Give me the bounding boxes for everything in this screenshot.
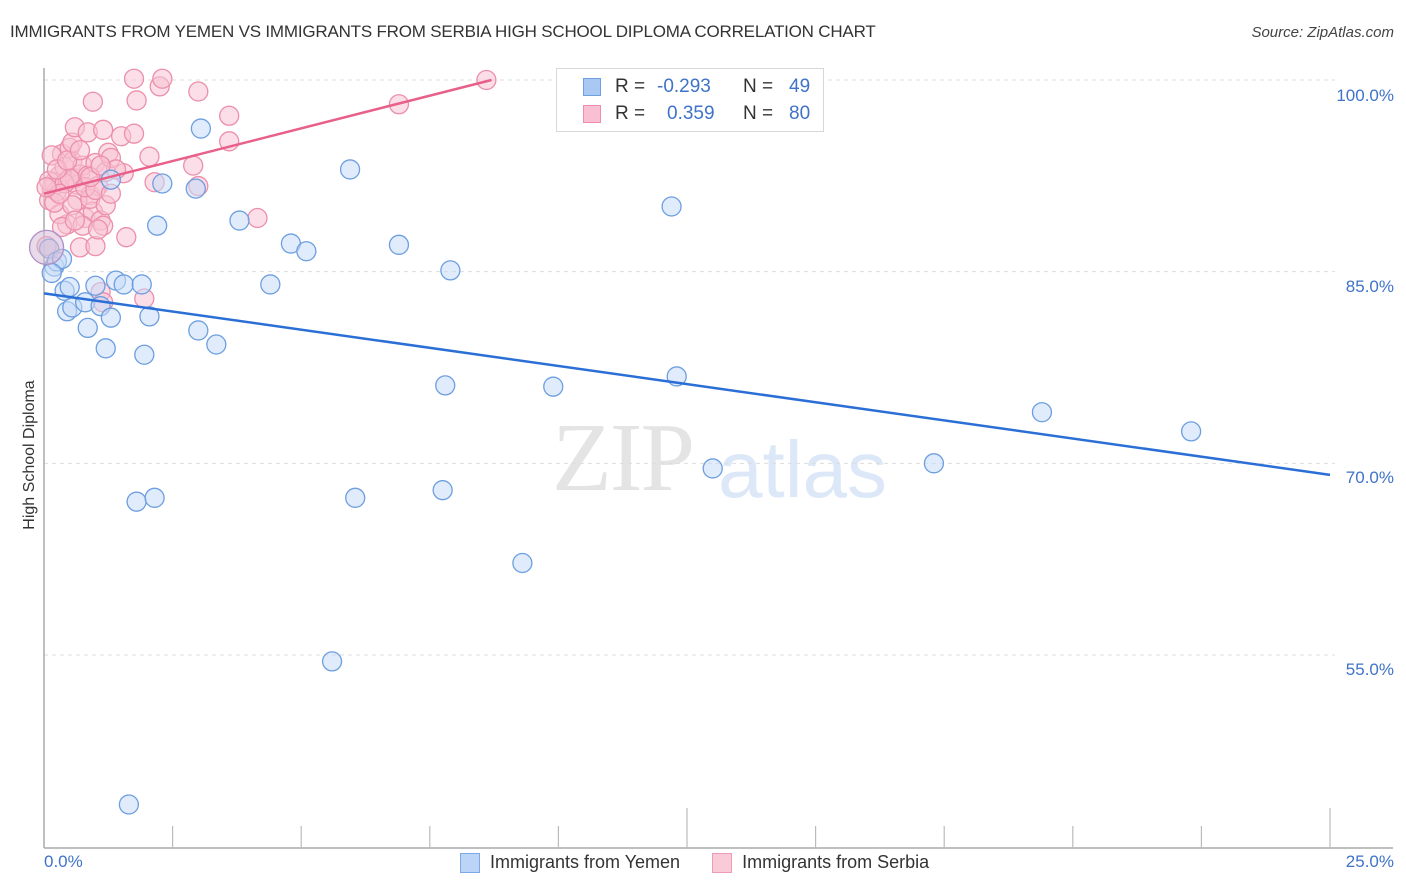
y-tick-85: 85.0% xyxy=(1345,277,1394,296)
axes xyxy=(43,68,1393,849)
data-point xyxy=(85,235,106,257)
data-point xyxy=(139,146,160,167)
data-point xyxy=(69,140,91,161)
data-point xyxy=(702,458,723,479)
legend-row-yemen: R = -0.293 N = 49 xyxy=(583,75,810,99)
data-point xyxy=(134,344,155,365)
n-label: N = xyxy=(743,76,774,97)
data-point xyxy=(144,487,165,508)
legend-item-yemen[interactable]: Immigrants from Yemen xyxy=(460,852,680,873)
x-tick-25: 25.0% xyxy=(1345,852,1394,871)
data-point xyxy=(123,68,145,89)
r-value: -0.293 xyxy=(657,76,711,97)
data-point xyxy=(188,81,209,102)
data-point xyxy=(95,338,116,359)
watermark-atlas: atlas xyxy=(718,425,887,514)
data-point xyxy=(183,155,204,176)
source-label: Source: ZipAtlas.com xyxy=(1251,24,1394,41)
data-point xyxy=(87,219,109,240)
yemen-legend-swatch-icon xyxy=(460,852,480,873)
correlation-legend: R = -0.293 N = 49 R = 0.359 N = 80 xyxy=(556,68,824,132)
y-tick-55: 55.0% xyxy=(1345,660,1394,679)
data-point xyxy=(432,480,453,501)
data-point xyxy=(93,119,114,140)
y-tick-70: 70.0% xyxy=(1345,468,1394,487)
n-value: 49 xyxy=(789,76,811,97)
chart-title: IMMIGRANTS FROM YEMEN VS IMMIGRANTS FROM… xyxy=(10,22,876,41)
legend-label-yemen: Immigrants from Yemen xyxy=(490,852,681,872)
data-point xyxy=(64,210,86,231)
data-point xyxy=(188,320,209,341)
data-point xyxy=(661,196,682,217)
data-point xyxy=(152,173,173,194)
data-point xyxy=(152,68,173,89)
r-label: R = xyxy=(615,103,646,124)
data-point xyxy=(123,123,145,144)
data-point xyxy=(435,375,456,396)
data-point xyxy=(440,260,461,281)
data-point xyxy=(116,227,137,248)
n-value: 80 xyxy=(789,103,811,124)
data-point xyxy=(512,552,533,574)
trend-lines xyxy=(43,78,1331,477)
gridlines xyxy=(44,79,1335,656)
n-label: N = xyxy=(743,103,774,124)
y-tick-100: 100.0% xyxy=(1336,86,1394,105)
serbia-swatch-icon xyxy=(583,105,601,123)
data-point xyxy=(1031,402,1053,423)
data-point xyxy=(1180,421,1202,442)
data-point xyxy=(100,307,122,328)
series-legend: Immigrants from Yemen Immigrants from Se… xyxy=(460,852,961,873)
data-point xyxy=(82,91,104,112)
data-point xyxy=(126,491,147,512)
data-point xyxy=(219,105,240,126)
yemen-swatch-icon xyxy=(583,78,601,96)
yemen-points xyxy=(28,118,1202,815)
data-point xyxy=(388,234,410,255)
data-point xyxy=(185,178,206,199)
data-point xyxy=(118,794,140,815)
data-point xyxy=(476,69,497,91)
data-point xyxy=(77,317,98,339)
legend-item-serbia[interactable]: Immigrants from Serbia xyxy=(712,852,929,873)
x-tick-0: 0.0% xyxy=(44,852,83,871)
legend-label-serbia: Immigrants from Serbia xyxy=(742,852,930,872)
y-axis-label: High School Diploma xyxy=(21,380,38,530)
data-point xyxy=(345,487,366,508)
data-point xyxy=(85,275,106,296)
data-point xyxy=(206,334,227,355)
data-point xyxy=(90,155,111,176)
data-point xyxy=(131,274,152,295)
legend-row-serbia: R = 0.359 N = 80 xyxy=(583,102,810,126)
data-point xyxy=(260,274,281,295)
data-point xyxy=(923,453,945,474)
data-point xyxy=(247,207,268,229)
data-point xyxy=(190,118,212,139)
watermark-zip: ZIP xyxy=(552,404,695,512)
data-point xyxy=(126,90,147,111)
data-point xyxy=(229,210,250,231)
data-point xyxy=(321,651,343,672)
data-point xyxy=(147,215,168,236)
data-point xyxy=(59,276,80,298)
yemen-trend-line xyxy=(43,292,1331,477)
data-point xyxy=(113,274,134,295)
serbia-legend-swatch-icon xyxy=(712,852,733,873)
data-point xyxy=(296,241,317,262)
data-point xyxy=(543,376,564,397)
data-point xyxy=(41,262,62,284)
r-label: R = xyxy=(615,76,646,97)
data-point xyxy=(139,306,160,327)
serbia-trend-line xyxy=(43,78,492,195)
r-value: 0.359 xyxy=(667,103,715,124)
data-point xyxy=(339,159,361,180)
